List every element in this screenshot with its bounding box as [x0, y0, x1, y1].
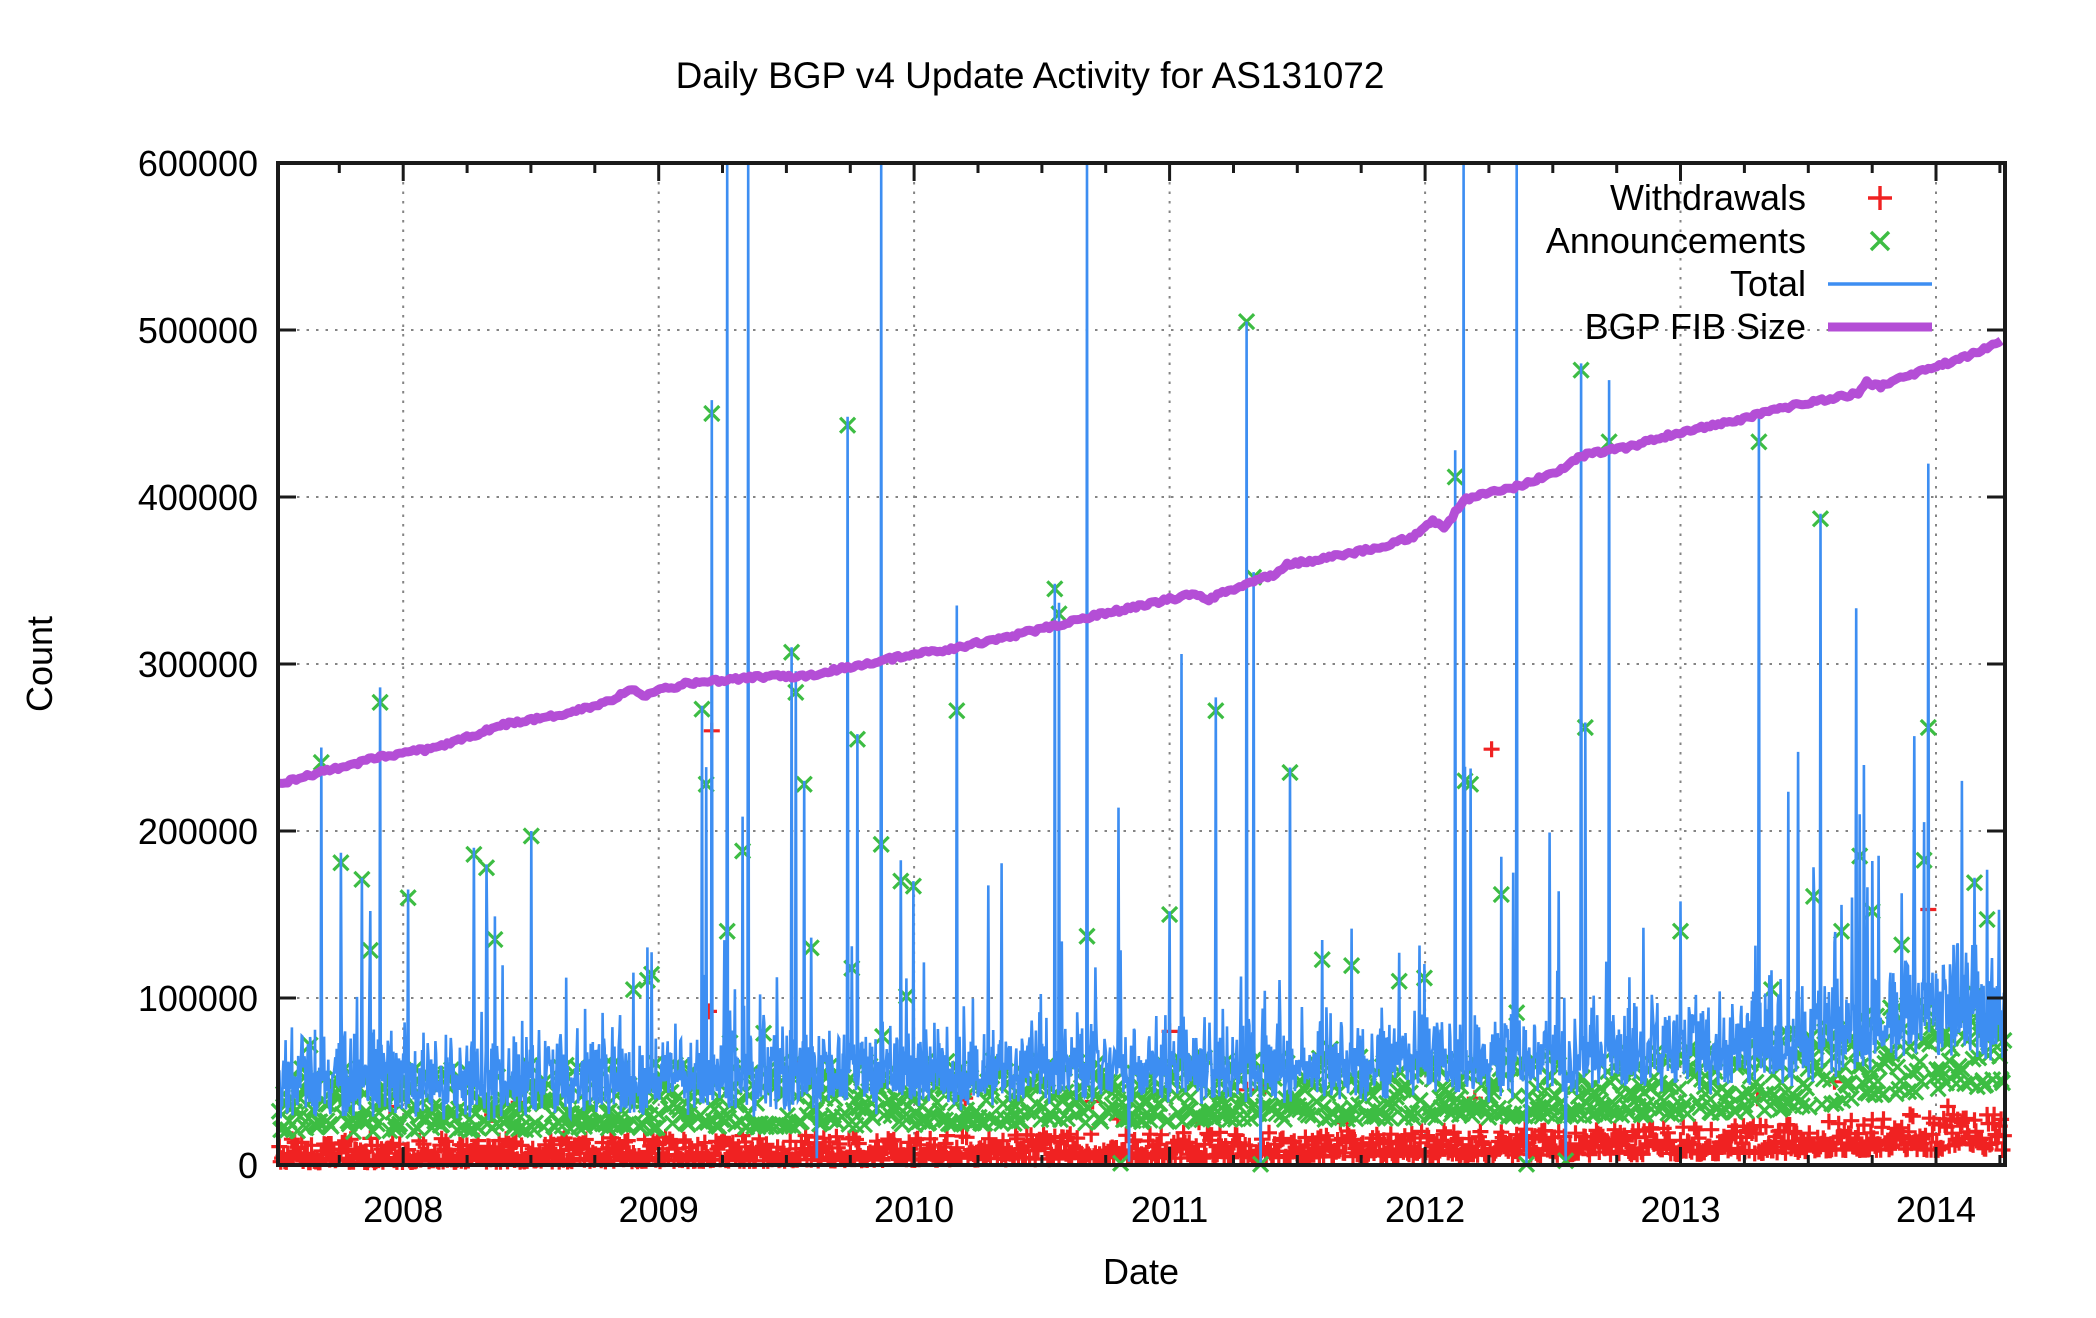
x-tick-label: 2008 — [363, 1189, 443, 1230]
x-tick-label: 2010 — [874, 1189, 954, 1230]
y-tick-label: 400000 — [138, 477, 258, 518]
fib-size-line — [278, 337, 2004, 788]
y-tick-label: 200000 — [138, 811, 258, 852]
legend-plus-icon — [1868, 186, 1892, 210]
legend-label-withdrawals: Withdrawals — [1610, 177, 1806, 218]
x-tick-label: 2013 — [1640, 1189, 1720, 1230]
legend: Withdrawals Announcements Total BGP FIB … — [1546, 177, 1932, 347]
axes — [276, 161, 2007, 1167]
legend-label-total: Total — [1730, 263, 1806, 304]
y-tick-label: 500000 — [138, 310, 258, 351]
legend-cross-icon — [1869, 230, 1891, 252]
y-tick-label: 0 — [238, 1145, 258, 1186]
x-axis-label: Date — [1103, 1251, 1179, 1292]
total-line — [278, 163, 2005, 1164]
x-tick-label: 2012 — [1385, 1189, 1465, 1230]
x-tick-label: 2011 — [1131, 1189, 1208, 1230]
chart-title: Daily BGP v4 Update Activity for AS13107… — [676, 55, 1385, 96]
legend-label-fib-size: BGP FIB Size — [1585, 306, 1806, 347]
x-tick-label: 2014 — [1896, 1189, 1976, 1230]
legend-label-announcements: Announcements — [1546, 220, 1806, 261]
y-tick-label: 100000 — [138, 978, 258, 1019]
x-tick-label: 2009 — [619, 1189, 699, 1230]
y-tick-label: 600000 — [138, 143, 258, 184]
y-tick-label: 300000 — [138, 644, 258, 685]
data-series — [270, 163, 2013, 1173]
y-axis-label: Count — [19, 616, 60, 712]
tick-labels: 0 100000 200000 300000 400000 500000 600000 200… — [138, 143, 1976, 1230]
